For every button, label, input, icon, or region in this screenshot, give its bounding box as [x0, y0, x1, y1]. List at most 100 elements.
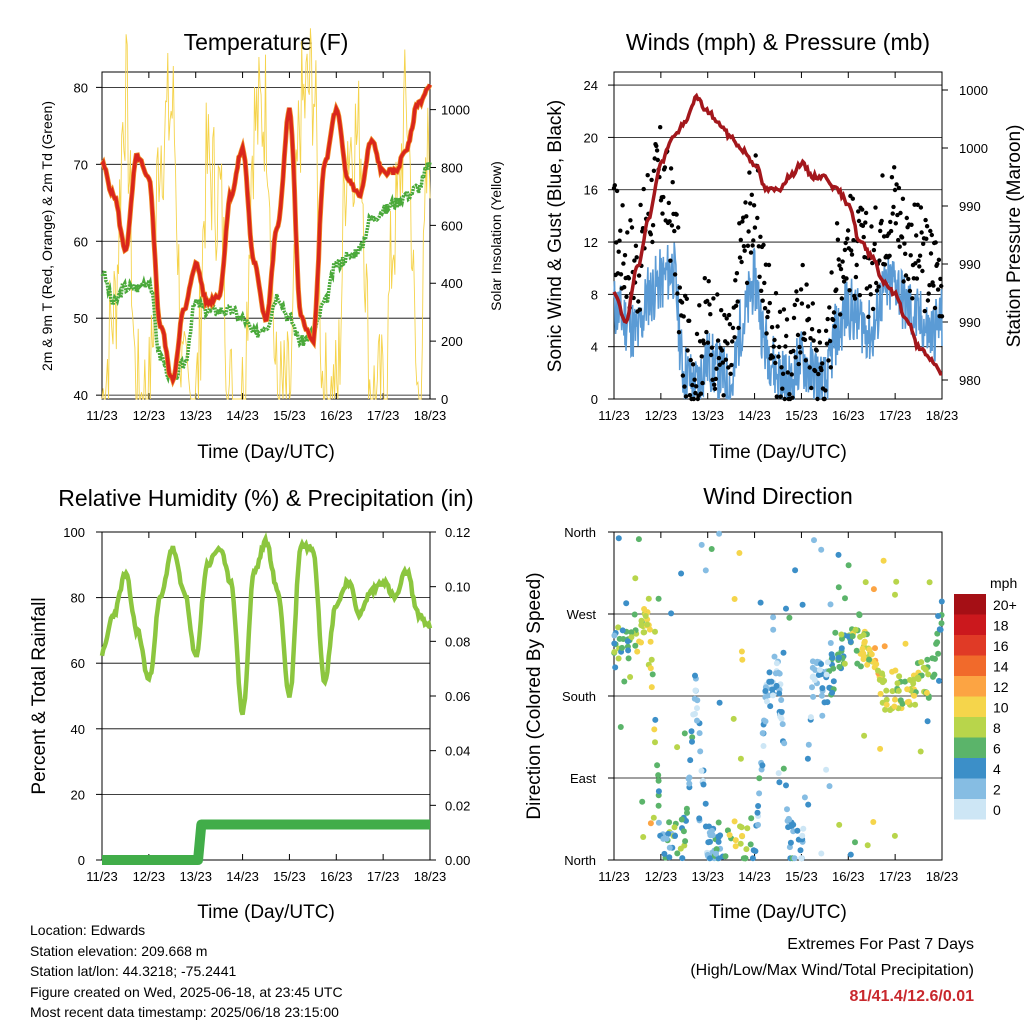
direction-point	[889, 668, 896, 675]
gust-point	[857, 293, 862, 298]
gust-point	[817, 340, 823, 345]
direction-point	[757, 599, 764, 606]
direction-point	[870, 819, 877, 825]
direction-point	[713, 850, 719, 857]
gust-point	[697, 303, 702, 308]
direction-point	[823, 671, 830, 678]
direction-x-tick-label: 12/23	[645, 869, 678, 884]
direction-point	[783, 782, 789, 789]
gust-point	[708, 352, 714, 358]
direction-point	[902, 678, 908, 685]
speed-legend-swatch	[954, 614, 986, 635]
gust-point	[813, 368, 818, 374]
gust-point	[705, 340, 711, 345]
extremes-heading: Extremes For Past 7 Days	[787, 936, 974, 953]
gust-point	[759, 288, 764, 293]
direction-point	[655, 802, 662, 809]
gust-point	[626, 276, 632, 281]
gust-point	[670, 180, 675, 185]
humidity-x-label: Time (Day/UTC)	[197, 902, 335, 923]
gust-point	[781, 307, 787, 312]
direction-point	[872, 645, 878, 652]
gust-point	[877, 258, 882, 263]
direction-point	[847, 639, 854, 645]
direction-point	[762, 688, 769, 694]
humidity-y-label: Percent & Total Rainfall	[29, 597, 50, 794]
gust-point	[851, 238, 856, 243]
direction-point	[784, 806, 790, 813]
direction-point	[619, 644, 625, 651]
humidity-y-tick-label: 80	[71, 591, 85, 606]
winds-y-tick-label: 12	[584, 235, 598, 250]
direction-point	[702, 567, 709, 574]
temperature-x-tick-label: 18/23	[414, 408, 447, 423]
direction-x-tick-label: 18/23	[926, 869, 959, 884]
speed-legend-title: mph	[990, 575, 1017, 591]
direction-point	[655, 788, 662, 795]
temperature-y2-tick-label: 200	[441, 334, 463, 349]
gust-point	[798, 287, 804, 292]
temperature-x-tick-label: 13/23	[179, 408, 212, 423]
direction-point	[627, 674, 634, 680]
gust-point	[733, 303, 739, 308]
gust-point	[896, 237, 901, 243]
gust-point	[750, 243, 755, 248]
gust-point	[620, 203, 625, 208]
direction-point	[841, 660, 848, 667]
gust-point	[784, 317, 790, 322]
gust-point	[751, 203, 757, 208]
humidity-x-tick-label: 11/23	[86, 869, 118, 884]
gust-point	[711, 296, 716, 301]
gust-point	[683, 394, 689, 399]
direction-point	[649, 671, 656, 678]
gust-point	[880, 173, 885, 178]
gust-point	[649, 177, 654, 183]
gust-point	[917, 253, 923, 258]
direction-point	[798, 855, 805, 862]
gust-point	[753, 153, 758, 158]
direction-point	[638, 617, 645, 624]
gust-point	[766, 309, 771, 314]
direction-point	[732, 837, 739, 844]
gust-point	[637, 307, 642, 312]
gust-point	[727, 322, 733, 327]
direction-point	[915, 676, 922, 683]
direction-point	[929, 655, 936, 662]
gust-point	[927, 283, 932, 288]
gust-point	[621, 261, 626, 266]
gust-point	[827, 338, 833, 344]
extremes-subheading: (High/Low/Max Wind/Total Precipitation)	[690, 962, 974, 979]
winds-plot-frame	[613, 71, 943, 400]
gust-point	[925, 298, 931, 303]
direction-point	[864, 661, 871, 668]
winds-x-tick-label: 17/23	[879, 408, 912, 423]
direction-point	[744, 825, 751, 832]
direction-point	[937, 626, 944, 633]
gust-point	[864, 286, 869, 291]
gust-point	[690, 382, 695, 388]
direction-point	[660, 835, 667, 842]
direction-point	[797, 847, 804, 854]
direction-point	[938, 598, 945, 605]
gust-point	[722, 312, 727, 318]
direction-point	[896, 673, 903, 680]
gust-point	[888, 219, 893, 225]
gust-point	[732, 335, 737, 340]
gust-point	[684, 296, 689, 301]
gust-point	[791, 348, 796, 354]
gust-point	[638, 202, 643, 208]
direction-point	[935, 613, 942, 619]
gust-point	[668, 258, 673, 263]
created-text: Figure created on Wed, 2025-06-18, at 23…	[30, 983, 343, 1000]
humidity-y-tick-label: 60	[71, 656, 85, 671]
gust-point	[719, 308, 724, 313]
direction-point	[770, 692, 776, 699]
direction-point	[923, 689, 930, 696]
direction-point	[830, 678, 837, 685]
gust-point	[845, 236, 850, 241]
speed-legend-label: 16	[993, 638, 1009, 654]
gust-point	[891, 204, 896, 210]
gust-point	[770, 355, 776, 360]
direction-point	[799, 601, 806, 608]
